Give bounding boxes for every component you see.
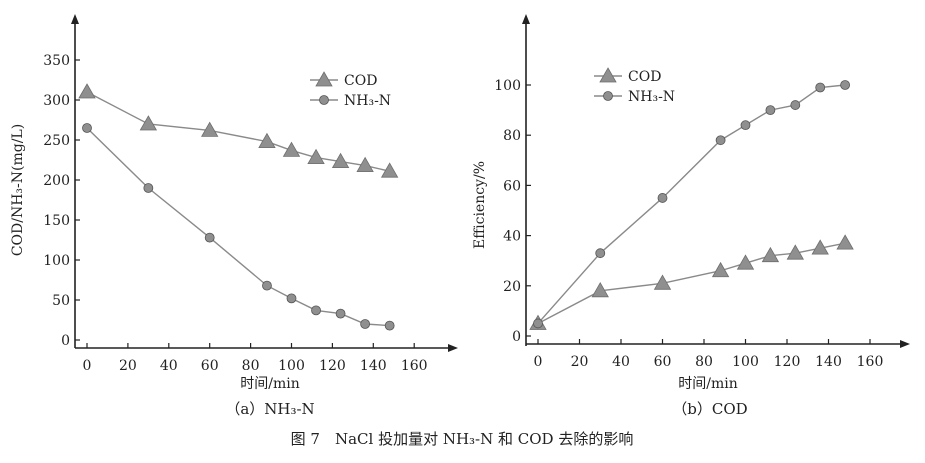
nh3n-circle-marker (311, 305, 321, 316)
y-tick-label: 350 (43, 53, 70, 69)
y-tick-label: 100 (43, 253, 70, 269)
x-axis-label: 时间/min (678, 376, 738, 392)
y-tick-label: 200 (43, 173, 70, 189)
x-tick-label: 0 (83, 358, 92, 374)
cod-triangle-marker (836, 234, 854, 250)
x-axis-label: 时间/min (240, 376, 300, 392)
y-tick-label: 100 (494, 78, 521, 94)
y-tick-label: 60 (503, 178, 521, 194)
y-tick-label: 0 (61, 333, 70, 349)
cod-triangle-marker (331, 152, 350, 168)
cod-triangle-marker (356, 156, 374, 172)
panel-subtitle: （b）COD (672, 400, 747, 418)
nh3n-circle-marker (765, 105, 776, 115)
x-tick-label: 160 (401, 358, 428, 374)
nh3n-circle-marker (815, 82, 826, 93)
panel-a-chart: 0 20 40 60 80 100 120 140 160 0 50 100 150 200 250 300 3… (10, 14, 458, 418)
legend-label: NH₃-N (344, 93, 391, 109)
y-tick-label: 150 (43, 213, 70, 229)
nh3n-circle-marker (533, 318, 543, 329)
y-tick-label: 40 (503, 229, 521, 245)
x-tick-label: 80 (695, 354, 713, 370)
nh3n-circle-marker (143, 183, 154, 193)
cod-triangle-marker (761, 246, 780, 263)
x-tick-label: 20 (119, 358, 137, 374)
x-tick-label: 20 (571, 354, 589, 370)
cod-triangle-marker (258, 132, 276, 148)
x-tick-label: 60 (201, 358, 219, 374)
nh3n-circle-marker (82, 123, 92, 133)
cod-triangle-marker (307, 148, 325, 164)
series-line-nh3n (86, 127, 390, 327)
nh3n-circle-marker (262, 280, 272, 291)
cod-triangle-marker (736, 254, 755, 270)
nh3n-circle-marker (360, 319, 371, 329)
legend-triangle-icon (315, 71, 333, 87)
x-tick-label: 140 (360, 358, 387, 374)
y-axis-arrow (71, 14, 79, 24)
cod-triangle-marker (711, 261, 730, 278)
y-axis-label: COD/NH₃-N(mg/L) (10, 124, 26, 256)
x-tick-label: 160 (857, 354, 884, 370)
y-axis-label: Efficiency/% (472, 161, 488, 249)
x-tick-label: 120 (319, 358, 346, 374)
cod-triangle-marker (139, 115, 158, 131)
x-tick-label: 40 (160, 358, 178, 374)
legend-label: COD (628, 69, 661, 85)
legend-label: NH₃-N (628, 89, 675, 105)
x-tick-label: 40 (612, 354, 630, 370)
x-tick-label: 140 (815, 354, 842, 370)
nh3n-circle-marker (715, 135, 726, 146)
y-tick-label: 0 (512, 329, 521, 345)
x-axis-arrow (900, 340, 910, 348)
y-tick-label: 50 (52, 293, 70, 309)
y-tick-label: 300 (43, 93, 70, 109)
legend-label: COD (344, 73, 377, 89)
panel-b-chart: 0 20 40 60 80 100 120 140 160 0 20 40 60 80 100 时间/min E… (472, 14, 910, 418)
y-tick-label: 20 (503, 279, 521, 295)
x-tick-label: 120 (774, 354, 801, 370)
nh3n-circle-marker (657, 193, 668, 203)
x-tick-label: 60 (654, 354, 672, 370)
cod-triangle-marker (811, 239, 829, 255)
nh3n-circle-marker (740, 120, 751, 131)
series-line-nh3n (537, 84, 846, 324)
nh3n-circle-marker (286, 293, 297, 304)
nh3n-circle-marker (790, 100, 801, 110)
x-axis-arrow (448, 344, 458, 352)
x-tick-label: 0 (534, 354, 543, 370)
cod-triangle-marker (78, 83, 96, 99)
nh3n-circle-marker (204, 232, 215, 243)
cod-triangle-marker (282, 141, 301, 157)
x-tick-label: 80 (242, 358, 260, 374)
cod-triangle-marker (653, 274, 672, 290)
y-tick-label: 80 (503, 128, 521, 144)
legend-circle-icon (319, 95, 329, 105)
y-axis-arrow (522, 14, 530, 24)
legend-triangle-icon (599, 67, 617, 83)
nh3n-circle-marker (595, 248, 606, 259)
cod-triangle-marker (786, 244, 804, 260)
x-tick-label: 100 (278, 358, 305, 374)
y-tick-label: 250 (43, 133, 70, 149)
legend-circle-icon (603, 91, 613, 101)
cod-triangle-marker (591, 282, 609, 298)
figure-caption: 图 7 NaCl 投加量对 NH₃-N 和 COD 去除的影响 (291, 430, 634, 448)
cod-triangle-marker (201, 121, 219, 137)
nh3n-circle-marker (840, 80, 850, 90)
x-tick-label: 100 (732, 354, 759, 370)
nh3n-circle-marker (384, 320, 395, 331)
panel-subtitle: （a）NH₃-N (225, 400, 314, 418)
cod-triangle-marker (380, 162, 399, 178)
nh3n-circle-marker (335, 308, 346, 319)
